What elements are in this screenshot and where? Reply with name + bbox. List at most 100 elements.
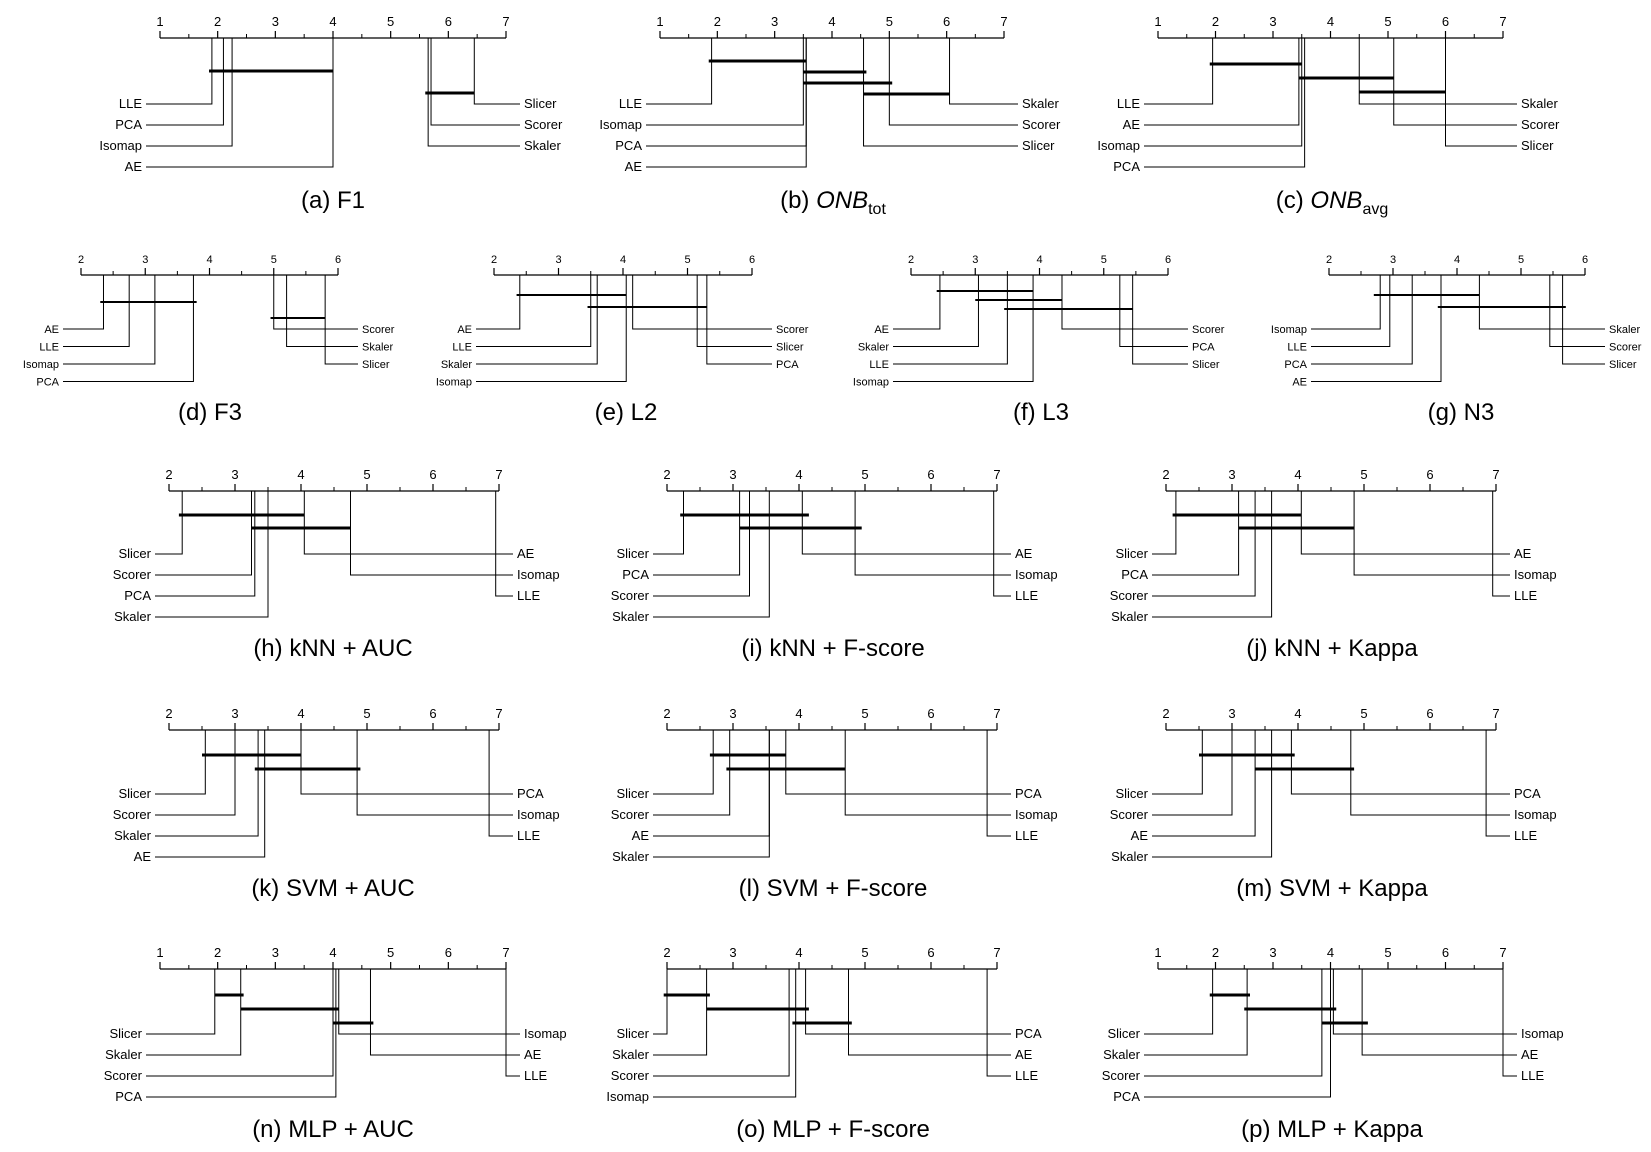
panel-caption: (p) MLP + Kappa <box>1241 1116 1423 1143</box>
axis-tick-label: 3 <box>771 14 778 29</box>
axis-tick-label: 2 <box>663 467 670 482</box>
axis-tick-label: 4 <box>1294 467 1301 482</box>
rank-connector-pca <box>1152 491 1240 576</box>
method-label-pca: PCA <box>1113 1089 1140 1104</box>
rank-connector-skaler <box>1152 491 1273 618</box>
axis-tick-label: 4 <box>297 467 304 482</box>
cd-panel-14: 1 2 3 4 5 6 7 Slicer Skaler Scorer PCA Isomap AE LLE (… <box>104 945 567 1143</box>
rank-connector-ae <box>1311 275 1442 382</box>
axis-tick-label: 6 <box>1426 706 1433 721</box>
rank-connector-isomap <box>476 275 627 382</box>
axis-tick-label: 7 <box>502 14 509 29</box>
method-label-slicer: Slicer <box>1192 359 1220 371</box>
method-label-isomap: Isomap <box>1015 567 1058 582</box>
rank-connector-slicer <box>653 730 714 795</box>
axis-tick-label: 1 <box>156 945 163 960</box>
axis-tick-label: 4 <box>620 254 626 266</box>
axis-tick-label: 4 <box>1454 254 1460 266</box>
rank-connector-lle <box>993 491 1011 597</box>
rank-connector-pca <box>146 969 337 1098</box>
panel-caption: (m) SVM + Kappa <box>1236 875 1428 902</box>
axis-tick-label: 3 <box>729 706 736 721</box>
method-label-lle: LLE <box>1521 1068 1544 1083</box>
rank-connector-skaler <box>476 275 598 365</box>
axis-tick-label: 2 <box>1326 254 1332 266</box>
rank-connector-isomap <box>854 491 1011 576</box>
method-label-pca: PCA <box>36 377 59 389</box>
method-label-slicer: Slicer <box>109 1026 142 1041</box>
method-label-isomap: Isomap <box>1015 807 1058 822</box>
rank-connector-skaler <box>155 491 269 618</box>
rank-connector-skaler <box>1152 730 1273 858</box>
method-label-skaler: Skaler <box>612 849 650 864</box>
method-label-pca: PCA <box>1113 159 1140 174</box>
axis-tick-label: 5 <box>1384 945 1391 960</box>
rank-connector-slicer <box>155 491 183 555</box>
rank-connector-pca <box>300 730 513 795</box>
method-label-isomap: Isomap <box>599 117 642 132</box>
axis-tick-label: 1 <box>1154 14 1161 29</box>
method-label-lle: LLE <box>619 96 642 111</box>
method-label-ae: AE <box>125 159 143 174</box>
method-label-slicer: Slicer <box>616 786 649 801</box>
axis-tick-label: 2 <box>165 467 172 482</box>
method-label-slicer: Slicer <box>1609 359 1637 371</box>
rank-connector-pca <box>653 491 741 576</box>
method-label-ae: AE <box>1292 377 1307 389</box>
method-label-pca: PCA <box>1015 786 1042 801</box>
axis-tick-label: 7 <box>1000 14 1007 29</box>
rank-connector-scorer <box>1144 969 1323 1077</box>
cd-panel-5: 2 3 4 5 6 AE LLE Skaler Isomap Scorer Slicer PCA (e)… <box>436 254 809 426</box>
method-label-isomap: Isomap <box>436 377 472 389</box>
method-label-skaler: Skaler <box>612 1047 650 1062</box>
panel-caption: (e) L2 <box>595 399 658 426</box>
rank-connector-skaler <box>1144 969 1248 1056</box>
axis-tick-label: 3 <box>142 254 148 266</box>
rank-connector-lle <box>1311 275 1391 347</box>
method-label-lle: LLE <box>39 342 59 354</box>
cd-panel-15: 2 3 4 5 6 7 Slicer Skaler Scorer Isomap PCA AE LLE (o… <box>606 945 1042 1143</box>
axis-tick-label: 4 <box>297 706 304 721</box>
cd-panel-10: 2 3 4 5 6 7 Slicer PCA Scorer Skaler AE Isomap LLE (j… <box>1110 467 1557 662</box>
rank-connector-lle <box>505 969 520 1077</box>
method-label-pca: PCA <box>1121 567 1148 582</box>
rank-connector-ae <box>1361 969 1517 1056</box>
axis-tick-label: 2 <box>214 945 221 960</box>
rank-connector-lle <box>1144 38 1214 105</box>
rank-connector-ae <box>146 38 334 168</box>
method-label-pca: PCA <box>1514 786 1541 801</box>
method-label-skaler: Skaler <box>1609 324 1641 336</box>
axis-tick-label: 4 <box>795 945 802 960</box>
method-label-lle: LLE <box>452 342 472 354</box>
method-label-isomap: Isomap <box>1514 567 1557 582</box>
panel-caption: (d) F3 <box>178 399 242 426</box>
method-label-slicer: Slicer <box>1022 138 1055 153</box>
rank-connector-scorer <box>1393 38 1517 126</box>
panel-caption: (h) kNN + AUC <box>253 635 412 662</box>
axis-tick-label: 6 <box>927 945 934 960</box>
rank-connector-ae <box>893 275 941 330</box>
method-label-slicer: Slicer <box>776 342 804 354</box>
method-label-isomap: Isomap <box>1514 807 1557 822</box>
axis-tick-label: 5 <box>861 467 868 482</box>
axis-tick-label: 5 <box>1360 467 1367 482</box>
rank-connector-skaler <box>653 491 770 618</box>
axis-tick-label: 6 <box>445 945 452 960</box>
axis-tick-label: 3 <box>231 467 238 482</box>
axis-tick-label: 5 <box>1518 254 1524 266</box>
method-label-scorer: Scorer <box>113 807 152 822</box>
panel-caption: (k) SVM + AUC <box>251 875 414 902</box>
axis-tick-label: 7 <box>1499 14 1506 29</box>
rank-connector-skaler <box>146 969 242 1056</box>
cd-panel-9: 2 3 4 5 6 7 Slicer PCA Scorer Skaler AE Isomap LLE (i… <box>611 467 1058 662</box>
cd-panel-6: 2 3 4 5 6 AE Skaler LLE Isomap Scorer PCA Slicer (f)… <box>853 254 1225 426</box>
axis-tick-label: 5 <box>363 706 370 721</box>
rank-connector-isomap <box>63 275 156 365</box>
axis-tick-label: 3 <box>272 945 279 960</box>
axis-tick-label: 5 <box>1360 706 1367 721</box>
axis-tick-label: 7 <box>993 706 1000 721</box>
rank-connector-lle <box>146 38 213 105</box>
axis-tick-label: 6 <box>429 706 436 721</box>
rank-connector-slicer <box>696 275 772 347</box>
method-label-slicer: Slicer <box>1115 786 1148 801</box>
